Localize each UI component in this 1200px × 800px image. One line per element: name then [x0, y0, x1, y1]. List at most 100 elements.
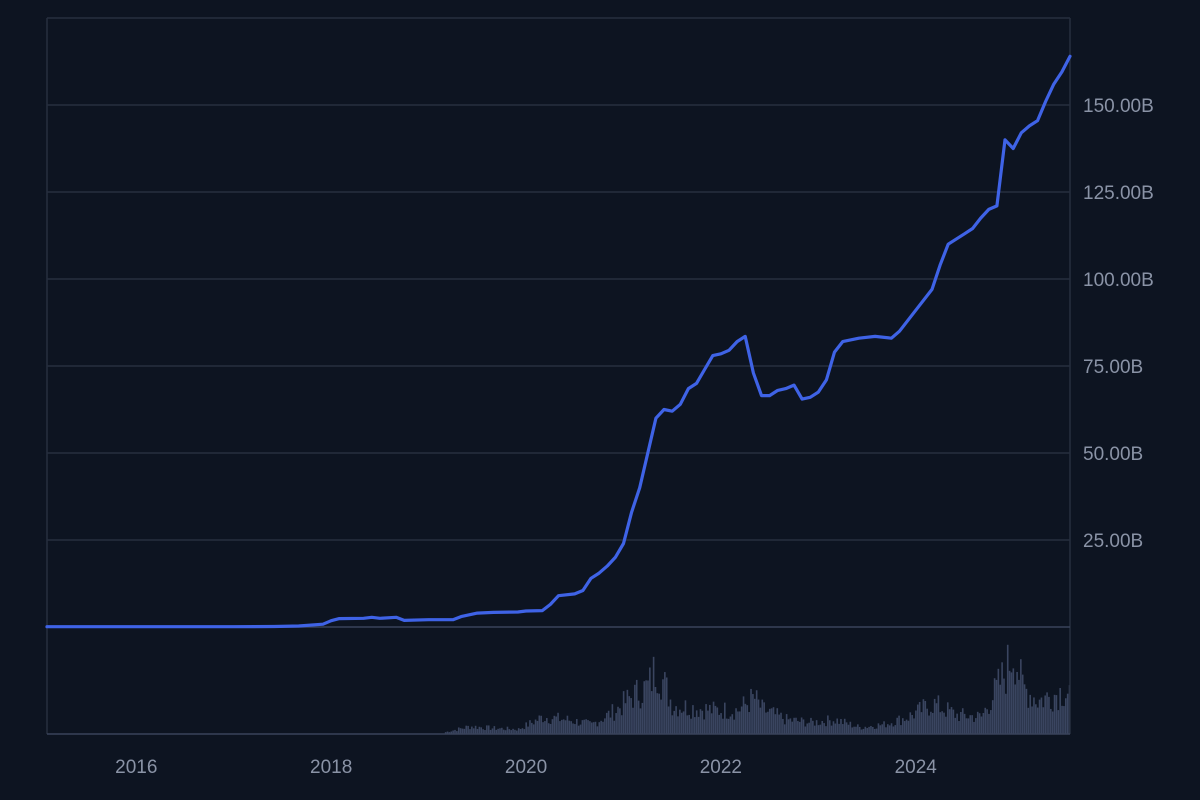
- volume-bar: [930, 711, 932, 734]
- volume-bar: [617, 706, 619, 734]
- volume-bar: [707, 710, 709, 734]
- volume-bar: [780, 712, 782, 734]
- volume-bar: [626, 689, 629, 734]
- volume-bar: [748, 712, 750, 734]
- volume-bar: [868, 726, 870, 734]
- volume-bar: [941, 711, 943, 734]
- volume-bar: [1057, 710, 1060, 734]
- volume-bar: [866, 728, 868, 734]
- volume-bar: [538, 715, 541, 734]
- y-axis-ticks: 25.00B 50.00B 75.00B 100.00B 125.00B 150.00B: [1083, 96, 1154, 552]
- x-tick-label: 2020: [505, 757, 547, 778]
- volume-bar: [491, 728, 494, 734]
- volume-bar: [544, 721, 546, 734]
- volume-bar: [892, 726, 895, 734]
- volume-bar: [948, 709, 951, 734]
- volume-bar: [1025, 688, 1028, 734]
- volume-bar: [650, 691, 653, 734]
- volume-bar: [493, 726, 496, 734]
- volume-bar: [750, 688, 752, 734]
- volume-bar: [656, 693, 659, 734]
- volume-bar: [802, 719, 805, 734]
- volume-bar: [581, 720, 584, 734]
- volume-bar: [664, 672, 666, 734]
- volume-bar: [926, 708, 928, 734]
- volume-bar: [1053, 694, 1056, 734]
- volume-bar: [598, 722, 601, 734]
- volume-bar: [654, 687, 657, 734]
- volume-bar: [536, 720, 539, 734]
- volume-bar: [686, 715, 689, 734]
- volume-bar: [935, 703, 938, 734]
- volume-bar: [812, 720, 814, 734]
- volume-bar: [834, 723, 837, 734]
- volume-bar: [600, 720, 602, 734]
- volume-bar: [472, 728, 475, 734]
- volume-bar: [879, 725, 882, 734]
- volume-bar: [965, 718, 968, 734]
- volume-bar: [950, 707, 953, 734]
- volume-bar: [984, 707, 987, 734]
- volume-bar: [757, 699, 760, 734]
- volume-bar: [772, 707, 775, 734]
- volume-bar: [827, 715, 829, 734]
- volume-bar: [1016, 671, 1018, 734]
- volume-bar: [1003, 678, 1005, 734]
- volume-bar: [695, 710, 698, 734]
- x-tick-label: 2018: [310, 757, 352, 778]
- volume-bar: [903, 721, 906, 734]
- volume-bar: [587, 720, 589, 734]
- volume-bar: [1001, 662, 1003, 734]
- volume-bar: [1066, 693, 1069, 734]
- volume-bar: [701, 710, 704, 734]
- volume-bar: [783, 724, 786, 734]
- volume-bar: [703, 719, 705, 734]
- y-tick-label: 75.00B: [1083, 357, 1143, 378]
- volume-bar: [568, 720, 571, 734]
- volume-bar: [561, 719, 563, 734]
- volume-bar: [1040, 697, 1043, 734]
- volume-bar: [467, 725, 469, 734]
- volume-bar: [594, 721, 597, 734]
- volume-bar: [645, 680, 647, 734]
- volume-bar: [877, 723, 880, 734]
- volume-bar: [1059, 688, 1061, 734]
- volume-bar: [469, 729, 471, 734]
- volume-bar: [791, 721, 794, 734]
- volume-bar: [714, 705, 717, 734]
- volume-bar: [722, 718, 724, 734]
- volume-bar: [907, 720, 910, 734]
- volume-bar: [482, 729, 484, 734]
- volume-bar: [853, 726, 855, 734]
- volume-bar: [778, 714, 780, 734]
- volume-bar: [1005, 693, 1007, 734]
- volume-bar: [924, 700, 927, 734]
- volume-bar: [838, 723, 840, 734]
- x-axis-ticks: 2016 2018 2020 2022 2024: [115, 757, 937, 778]
- volume-bar: [851, 727, 854, 734]
- volume-bar: [609, 717, 612, 734]
- volume-bar: [1061, 705, 1063, 734]
- volume-bar: [858, 726, 861, 734]
- volume-bar: [911, 714, 913, 734]
- volume-bar: [785, 714, 788, 734]
- y-tick-label: 50.00B: [1083, 444, 1143, 465]
- volume-bar: [813, 725, 816, 734]
- volume-bar: [918, 701, 921, 734]
- volume-bar: [821, 720, 824, 734]
- volume-bar: [890, 723, 893, 734]
- volume-bar: [652, 656, 655, 734]
- volume-bar: [463, 728, 466, 734]
- volume-bar: [815, 720, 818, 734]
- volume-bar: [675, 706, 677, 734]
- volume-bar: [532, 724, 535, 734]
- volume-bar: [860, 729, 863, 734]
- volume-bar: [997, 668, 1000, 734]
- volume-bar: [514, 729, 516, 734]
- volume-bar: [566, 715, 569, 734]
- x-tick-label: 2022: [700, 757, 742, 778]
- volume-bar: [562, 719, 565, 734]
- volume-bar: [684, 700, 687, 734]
- volume-bar: [720, 713, 722, 734]
- volume-bar: [1021, 674, 1024, 734]
